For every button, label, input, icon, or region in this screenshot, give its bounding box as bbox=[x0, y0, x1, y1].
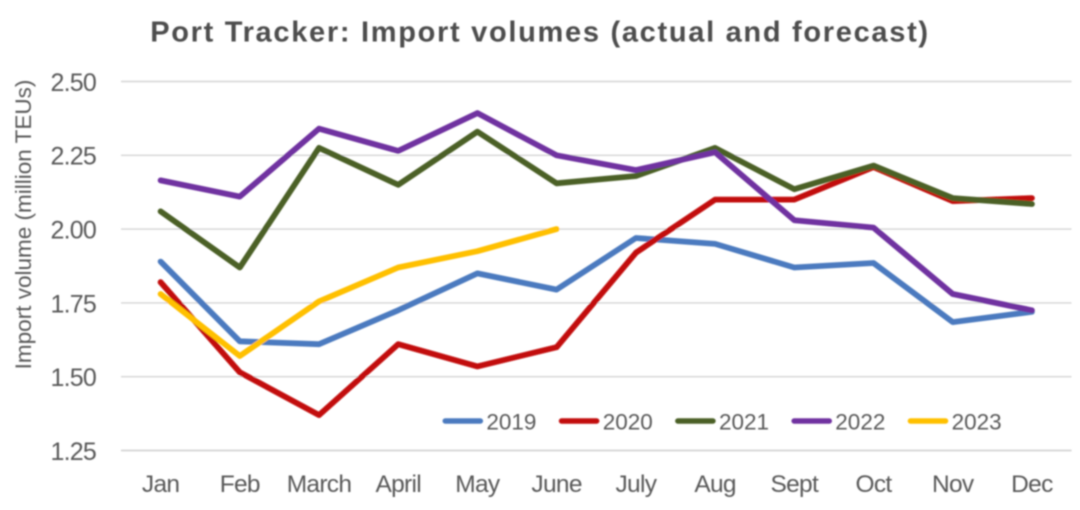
svg-text:Import volume (million TEUs): Import volume (million TEUs) bbox=[11, 80, 36, 370]
svg-text:2020: 2020 bbox=[603, 410, 653, 435]
svg-text:Feb: Feb bbox=[220, 471, 260, 498]
svg-text:Nov: Nov bbox=[932, 471, 975, 498]
svg-text:2.00: 2.00 bbox=[51, 217, 96, 245]
svg-text:March: March bbox=[287, 471, 352, 498]
svg-text:2.25: 2.25 bbox=[51, 143, 96, 171]
svg-text:1.25: 1.25 bbox=[51, 438, 96, 466]
svg-text:2022: 2022 bbox=[835, 410, 885, 435]
svg-text:2.50: 2.50 bbox=[51, 69, 96, 97]
svg-text:2019: 2019 bbox=[486, 410, 536, 435]
svg-text:Jan: Jan bbox=[142, 471, 179, 498]
svg-text:1.75: 1.75 bbox=[51, 290, 96, 318]
svg-text:July: July bbox=[616, 471, 658, 498]
svg-text:2023: 2023 bbox=[952, 410, 1002, 435]
svg-text:1.50: 1.50 bbox=[51, 364, 96, 392]
svg-text:Dec: Dec bbox=[1011, 471, 1053, 498]
svg-text:Sept: Sept bbox=[770, 471, 818, 498]
svg-text:Port Tracker: Import volumes (: Port Tracker: Import volumes (actual and… bbox=[150, 17, 930, 49]
svg-text:May: May bbox=[455, 471, 501, 498]
svg-text:June: June bbox=[531, 471, 581, 498]
svg-text:April: April bbox=[375, 471, 421, 498]
svg-text:Aug: Aug bbox=[694, 471, 736, 498]
svg-text:Oct: Oct bbox=[855, 471, 892, 498]
svg-text:2021: 2021 bbox=[719, 410, 769, 435]
